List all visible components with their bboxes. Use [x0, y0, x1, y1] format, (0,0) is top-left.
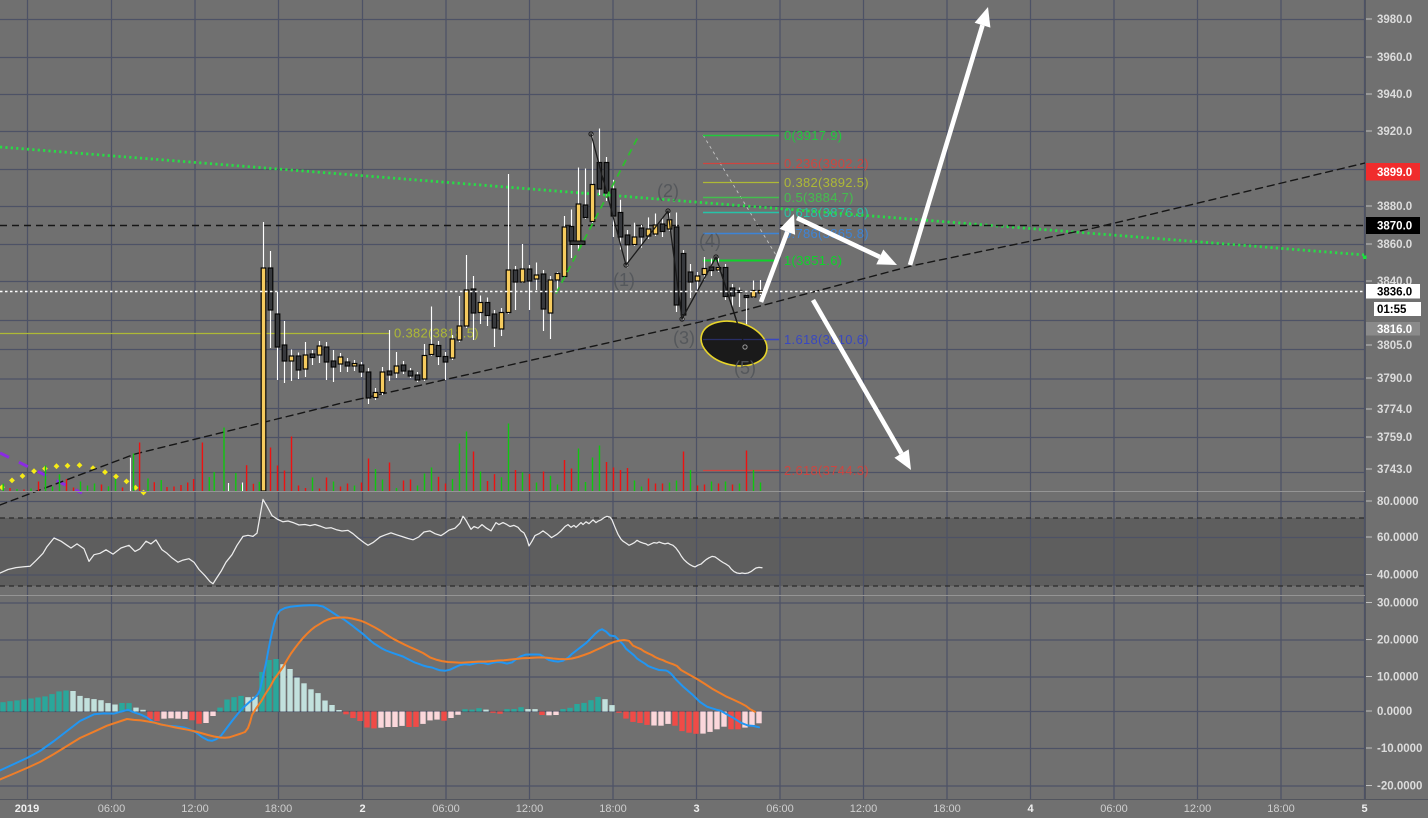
svg-text:0.5(3884.7): 0.5(3884.7) [784, 190, 854, 205]
svg-text:3899.0: 3899.0 [1377, 167, 1412, 179]
svg-text:(5): (5) [734, 358, 756, 378]
svg-text:2.618(3744.3): 2.618(3744.3) [784, 463, 869, 478]
svg-text:12:00: 12:00 [1184, 803, 1212, 815]
svg-text:3960.0: 3960.0 [1377, 52, 1412, 64]
svg-text:0.382(3892.5): 0.382(3892.5) [784, 175, 869, 190]
svg-text:-20.0000: -20.0000 [1377, 781, 1422, 793]
svg-text:60.0000: 60.0000 [1377, 532, 1419, 544]
svg-text:3836.0: 3836.0 [1377, 286, 1412, 298]
svg-text:30.0000: 30.0000 [1377, 598, 1419, 610]
svg-text:0.236(3902.2): 0.236(3902.2) [784, 156, 869, 171]
svg-text:06:00: 06:00 [432, 803, 460, 815]
svg-text:4: 4 [1027, 803, 1034, 815]
svg-text:3790.0: 3790.0 [1377, 373, 1412, 385]
svg-text:3860.0: 3860.0 [1377, 239, 1412, 251]
svg-text:06:00: 06:00 [1100, 803, 1128, 815]
svg-text:20.0000: 20.0000 [1377, 635, 1419, 647]
svg-text:5: 5 [1361, 803, 1367, 815]
svg-text:12:00: 12:00 [181, 803, 209, 815]
svg-text:(1): (1) [613, 270, 635, 290]
svg-text:18:00: 18:00 [265, 803, 293, 815]
svg-text:2: 2 [359, 803, 365, 815]
svg-text:12:00: 12:00 [850, 803, 878, 815]
svg-text:10.0000: 10.0000 [1377, 672, 1419, 684]
svg-text:06:00: 06:00 [766, 803, 794, 815]
svg-text:3774.0: 3774.0 [1377, 404, 1412, 416]
svg-text:3805.0: 3805.0 [1377, 340, 1412, 352]
svg-text:18:00: 18:00 [1267, 803, 1295, 815]
svg-text:1(3851.6): 1(3851.6) [784, 253, 842, 268]
svg-text:3870.0: 3870.0 [1377, 221, 1412, 233]
svg-text:0.618(3876.9): 0.618(3876.9) [784, 205, 869, 220]
svg-text:0(3917.9): 0(3917.9) [784, 128, 842, 143]
svg-text:3743.0: 3743.0 [1377, 464, 1412, 476]
svg-text:12:00: 12:00 [516, 803, 544, 815]
svg-text:0.0000: 0.0000 [1377, 706, 1412, 718]
svg-text:01:55: 01:55 [1377, 304, 1407, 316]
svg-text:(3): (3) [673, 328, 695, 348]
svg-text:40.0000: 40.0000 [1377, 570, 1419, 582]
svg-text:3759.0: 3759.0 [1377, 432, 1412, 444]
svg-text:3: 3 [693, 803, 699, 815]
svg-text:(2): (2) [657, 181, 679, 201]
svg-text:18:00: 18:00 [599, 803, 627, 815]
svg-text:3920.0: 3920.0 [1377, 126, 1412, 138]
svg-text:3980.0: 3980.0 [1377, 14, 1412, 26]
svg-text:06:00: 06:00 [98, 803, 126, 815]
svg-text:(4): (4) [699, 231, 721, 251]
svg-text:3880.0: 3880.0 [1377, 201, 1412, 213]
svg-text:2019: 2019 [15, 803, 39, 815]
svg-text:3816.0: 3816.0 [1377, 324, 1412, 336]
svg-text:1.618(3810.6): 1.618(3810.6) [784, 332, 869, 347]
svg-text:18:00: 18:00 [933, 803, 961, 815]
svg-text:80.0000: 80.0000 [1377, 496, 1419, 508]
svg-text:3940.0: 3940.0 [1377, 89, 1412, 101]
svg-text:-10.0000: -10.0000 [1377, 743, 1422, 755]
